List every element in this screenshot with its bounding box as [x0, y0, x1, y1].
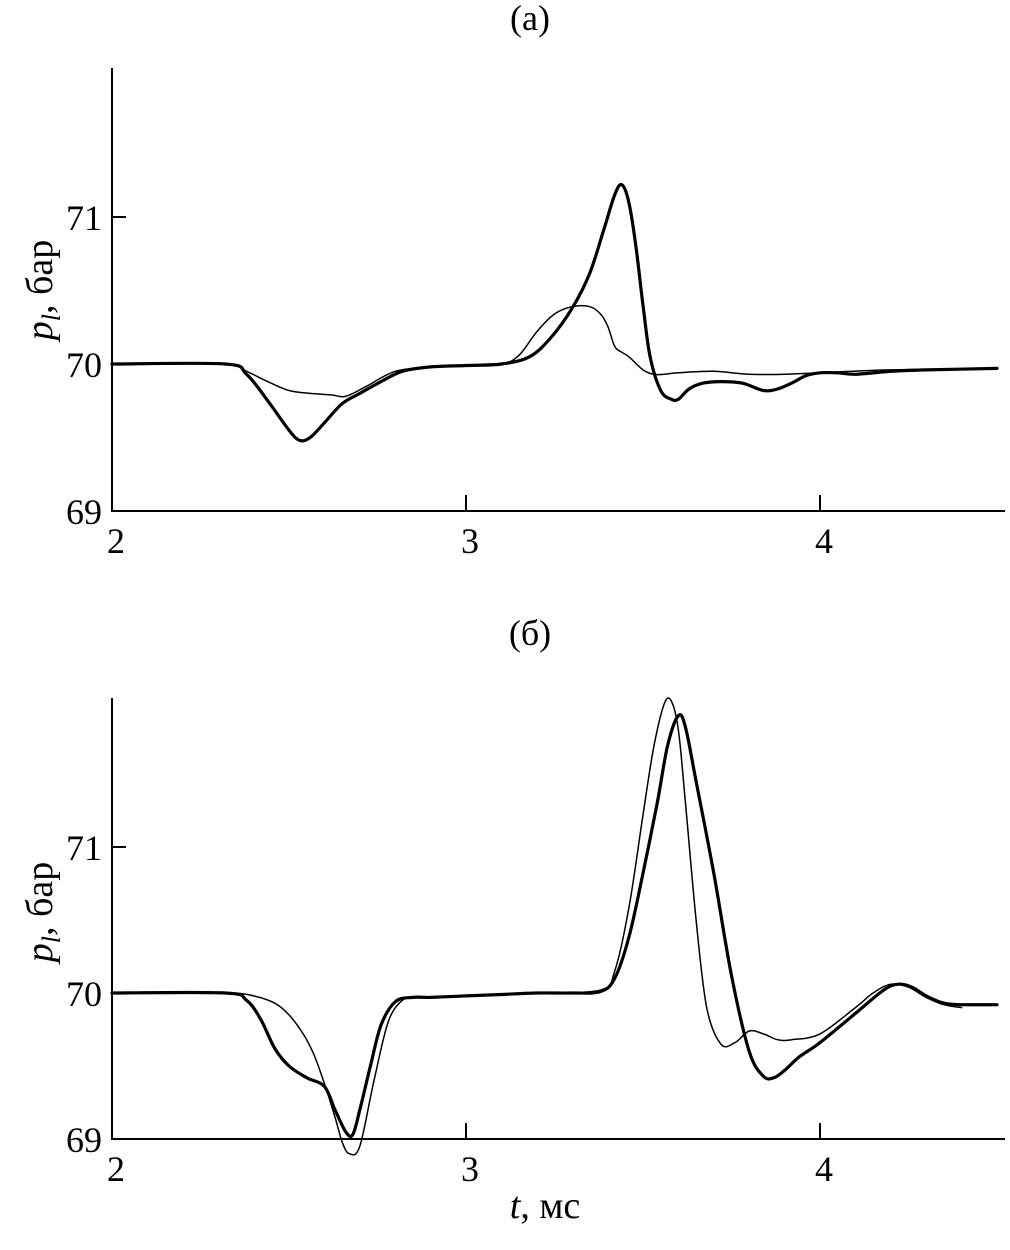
- y-tick-label-a: 70: [66, 345, 102, 385]
- panel-b: (б) 2 3 4 69 70 71 pl, бар t, мс: [19, 613, 1005, 1227]
- x-axis-label-symbol-b: t: [510, 1185, 522, 1227]
- x-tick-label-b: 2: [107, 1149, 125, 1189]
- series-group-b: [110, 697, 999, 1156]
- y-tick-label-a: 71: [66, 198, 102, 238]
- y-axis-label-a: pl, бар: [19, 240, 66, 343]
- series-line-thin-b: [111, 697, 963, 1156]
- y-tick-label-b: 69: [66, 1120, 102, 1160]
- x-tick-label-a: 2: [107, 521, 125, 561]
- tick-group-b: 2 3 4 69 70 71: [66, 828, 833, 1189]
- y-axis-label-unit-b: , бар: [19, 862, 61, 936]
- x-axis-label-b: t, мс: [510, 1185, 580, 1227]
- series-line-thick-b: [110, 713, 999, 1138]
- y-tick-label-b: 71: [66, 828, 102, 868]
- series-group-a: [110, 182, 999, 443]
- y-axis-label-symbol-b: p: [19, 943, 61, 965]
- x-tick-label-b: 4: [815, 1149, 833, 1189]
- y-axis-label-subscript-b: l: [37, 936, 66, 943]
- y-axis-label-subscript-a: l: [37, 314, 66, 321]
- y-axis-label-b: pl, бар: [19, 862, 66, 965]
- panel-title-b: (б): [509, 613, 551, 653]
- axes-frame-a: [111, 68, 1005, 512]
- series-line-thin-a: [111, 304, 998, 398]
- x-tick-label-b: 3: [461, 1149, 479, 1189]
- x-tick-label-a: 4: [815, 521, 833, 561]
- axes-frame-b: [111, 698, 1005, 1140]
- y-tick-label-a: 69: [66, 492, 102, 532]
- y-axis-label-symbol-a: p: [19, 321, 61, 343]
- x-axis-label-unit-b: , мс: [520, 1185, 580, 1227]
- y-axis-label-unit-a: , бар: [19, 240, 61, 314]
- series-line-thick-a: [110, 182, 999, 443]
- y-tick-label-b: 70: [66, 974, 102, 1014]
- x-tick-label-a: 3: [461, 521, 479, 561]
- tick-group-a: 2 3 4 69 70 71: [66, 198, 833, 561]
- panel-a: (а) 2 3 4 69 70 71 pl, бар: [19, 0, 1005, 561]
- panel-title-a: (а): [510, 0, 550, 38]
